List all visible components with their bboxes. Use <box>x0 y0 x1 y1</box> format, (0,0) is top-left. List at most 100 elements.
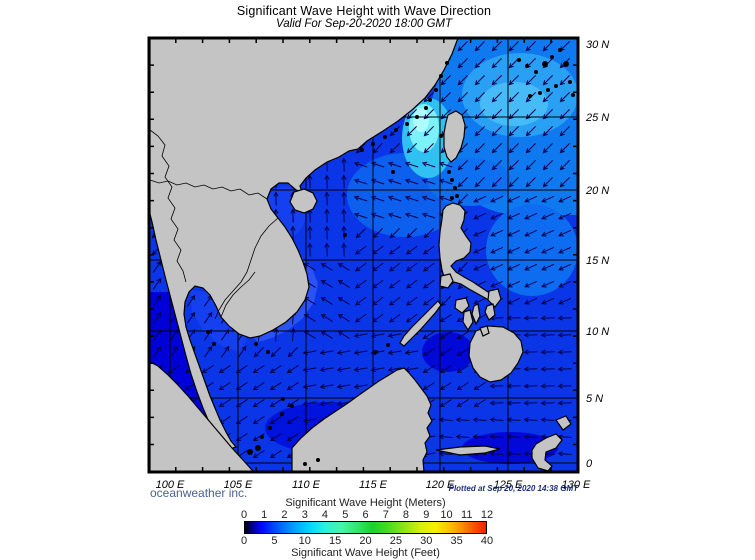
small-island <box>538 91 542 95</box>
country-border <box>149 129 187 283</box>
meters-tick-label: 9 <box>423 509 430 521</box>
small-island <box>206 330 210 334</box>
small-island <box>290 404 294 408</box>
small-island <box>453 186 457 190</box>
small-island <box>554 84 558 88</box>
plotted-timestamp: Plotted at Sep 20, 2020 14:38 GMT <box>448 484 578 493</box>
feet-tick-label: 30 <box>420 535 433 547</box>
legend-feet-ticks: 0 5 10 15 20 25 30 35 40 <box>240 535 493 547</box>
small-island <box>371 142 375 146</box>
feet-tick-label: 0 <box>240 535 248 547</box>
small-island <box>343 233 347 237</box>
land-mindoro <box>439 273 454 289</box>
small-island <box>266 350 270 354</box>
meters-tick-label: 0 <box>240 509 248 521</box>
wave-height-patch <box>422 332 474 372</box>
lon-label: 100 E <box>156 479 185 491</box>
page-title: Significant Wave Height with Wave Direct… <box>236 4 492 18</box>
small-island <box>563 61 569 67</box>
lon-label: 105 E <box>224 479 253 491</box>
meters-tick-label: 2 <box>281 509 288 521</box>
small-island <box>360 148 364 152</box>
country-border <box>220 271 256 318</box>
legend-color-bar <box>244 521 487 534</box>
small-island <box>568 80 572 84</box>
small-island <box>542 61 548 67</box>
small-island <box>260 435 264 439</box>
map-layers <box>149 38 578 472</box>
legend-caption-feet: Significant Wave Height (Feet) <box>291 547 440 559</box>
small-island <box>528 94 532 98</box>
small-island <box>439 74 443 78</box>
feet-tick-label: 25 <box>389 535 402 547</box>
lon-label: 120 E <box>426 479 455 491</box>
lat-label: 20 N <box>585 185 609 197</box>
land-samar <box>487 288 502 308</box>
small-island <box>534 70 538 74</box>
small-island <box>517 58 521 62</box>
land-sulawesi-arm <box>435 445 501 456</box>
meters-tick-label: 10 <box>440 509 453 521</box>
land-hainan <box>289 188 318 214</box>
country-border <box>149 179 268 200</box>
small-island <box>447 170 451 174</box>
feet-tick-label: 35 <box>450 535 463 547</box>
small-island <box>254 342 258 346</box>
small-island <box>303 462 307 466</box>
small-island <box>546 88 550 92</box>
small-island <box>281 397 285 401</box>
wave-height-patch <box>480 82 548 126</box>
small-island <box>374 350 378 354</box>
lat-label: 0 <box>586 458 593 470</box>
lat-label: 5 N <box>586 393 603 405</box>
small-island <box>383 135 387 139</box>
wave-height-patch <box>413 108 429 132</box>
meters-tick-label: 3 <box>301 509 308 521</box>
small-island <box>439 134 443 138</box>
small-island <box>386 343 390 347</box>
small-island <box>450 178 454 182</box>
small-island <box>391 170 395 174</box>
land-bohol <box>479 325 490 337</box>
feet-tick-label: 5 <box>271 535 278 547</box>
feet-tick-label: 20 <box>359 535 372 547</box>
frame-ticks <box>149 38 579 473</box>
lon-label: 110 E <box>292 479 321 491</box>
land-halmahera <box>555 415 572 431</box>
lon-label: 130 E <box>562 479 591 491</box>
meters-tick-label: 8 <box>402 509 410 521</box>
small-island <box>280 412 284 416</box>
lat-label: 15 N <box>586 255 609 267</box>
small-island <box>247 449 253 455</box>
meters-tick-label: 7 <box>382 509 389 521</box>
small-island <box>434 88 438 92</box>
lon-label: 115 E <box>359 479 388 491</box>
land-mainland-asia <box>149 38 459 450</box>
small-island <box>445 61 449 65</box>
small-island <box>212 342 216 346</box>
lon-label: 125 E <box>494 479 523 491</box>
meters-tick-label: 11 <box>461 509 473 521</box>
small-island <box>558 48 562 52</box>
small-island <box>450 196 454 200</box>
legend-meters-ticks: 0 1 2 3 4 5 6 7 8 9 10 11 12 <box>240 509 493 521</box>
land-panay <box>454 297 470 314</box>
small-island <box>455 194 459 198</box>
small-island <box>424 106 428 110</box>
meters-tick-label: 5 <box>342 509 349 521</box>
meters-tick-label: 6 <box>362 509 369 521</box>
lat-label: 10 N <box>586 326 609 338</box>
small-island <box>405 122 409 126</box>
small-island <box>268 426 272 430</box>
small-island <box>550 55 554 59</box>
small-island <box>428 98 432 102</box>
feet-tick-label: 40 <box>480 535 494 547</box>
land-mindanao <box>468 325 524 383</box>
small-island <box>415 115 419 119</box>
feet-tick-label: 15 <box>329 535 342 547</box>
small-island <box>525 64 529 68</box>
lat-label: 30 N <box>586 39 609 51</box>
land-negros <box>462 309 474 332</box>
